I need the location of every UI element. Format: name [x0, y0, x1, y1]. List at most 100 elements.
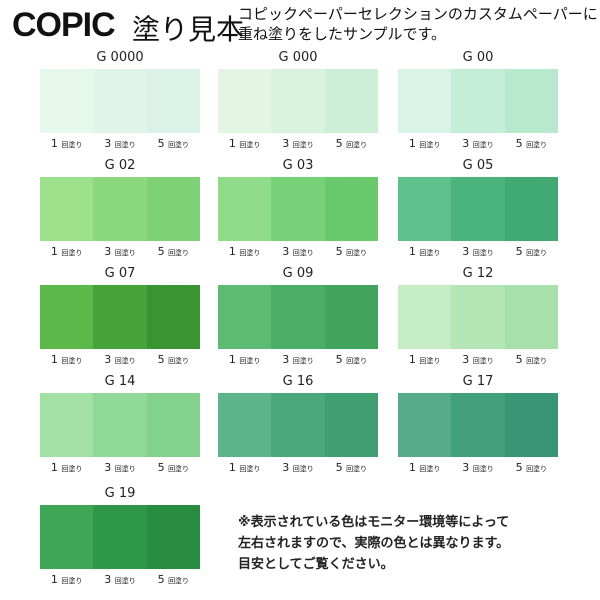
coat-count: 1 — [228, 461, 236, 474]
coat-unit: 回塗り — [61, 577, 83, 585]
coat-unit: 回塗り — [61, 249, 83, 257]
coat-label: 3 回塗り — [451, 353, 504, 366]
note-line: ※表示されている色はモニター環境等によって — [238, 515, 510, 530]
coat-count: 3 — [282, 137, 290, 150]
coat-label: 3 回塗り — [93, 353, 146, 366]
coat-unit: 回塗り — [526, 357, 548, 365]
coat-count: 3 — [282, 353, 290, 366]
swatch-card: G 00 1 回塗り 3 回塗り 5 回塗り — [398, 50, 558, 150]
coat-sample — [504, 285, 558, 349]
coat-sample — [146, 69, 200, 133]
coat-label: 5 回塗り — [505, 461, 558, 474]
coat-label: 5 回塗り — [505, 245, 558, 258]
coat-sample — [40, 505, 94, 569]
color-swatch — [40, 285, 200, 349]
coat-label: 1 回塗り — [218, 353, 271, 366]
color-swatch — [218, 393, 378, 457]
coat-unit: 回塗り — [114, 577, 136, 585]
coat-labels: 1 回塗り 3 回塗り 5 回塗り — [40, 245, 200, 258]
coat-label: 1 回塗り — [218, 137, 271, 150]
coat-labels: 1 回塗り 3 回塗り 5 回塗り — [40, 461, 200, 474]
coat-count: 5 — [335, 461, 343, 474]
coat-count: 1 — [228, 353, 236, 366]
coat-count: 3 — [104, 245, 112, 258]
color-swatch — [398, 177, 558, 241]
coat-label: 3 回塗り — [451, 137, 504, 150]
coat-count: 3 — [462, 461, 470, 474]
coat-sample — [451, 177, 505, 241]
note-line: 目安としてご覧ください。 — [238, 557, 394, 572]
coat-unit: 回塗り — [346, 249, 368, 257]
swatch-card: G 09 1 回塗り 3 回塗り 5 回塗り — [218, 266, 378, 366]
coat-count: 3 — [462, 137, 470, 150]
coat-label: 5 回塗り — [325, 353, 378, 366]
coat-sample — [271, 69, 325, 133]
color-code: G 03 — [282, 158, 314, 173]
coat-unit: 回塗り — [168, 141, 190, 149]
description: コピックペーパーセレクションのカスタムペーパーに 重ね塗りをしたサンプルです。 — [238, 4, 598, 44]
color-swatch — [398, 393, 558, 457]
color-swatch — [218, 69, 378, 133]
coat-count: 5 — [157, 353, 165, 366]
coat-unit: 回塗り — [472, 357, 494, 365]
coat-sample — [218, 393, 272, 457]
color-code: G 09 — [282, 266, 314, 281]
coat-count: 3 — [462, 245, 470, 258]
coat-labels: 1 回塗り 3 回塗り 5 回塗り — [40, 353, 200, 366]
coat-unit: 回塗り — [419, 357, 441, 365]
coat-label: 3 回塗り — [93, 245, 146, 258]
coat-sample — [40, 69, 94, 133]
coat-count: 5 — [335, 245, 343, 258]
color-code: G 02 — [104, 158, 136, 173]
coat-label: 3 回塗り — [271, 137, 324, 150]
coat-unit: 回塗り — [419, 465, 441, 473]
coat-label: 1 回塗り — [398, 137, 451, 150]
coat-unit: 回塗り — [168, 357, 190, 365]
copic-logo: COPIC — [12, 6, 116, 44]
coat-sample — [324, 177, 378, 241]
coat-label: 3 回塗り — [93, 461, 146, 474]
coat-count: 5 — [157, 137, 165, 150]
coat-sample — [218, 69, 272, 133]
coat-sample — [218, 285, 272, 349]
coat-labels: 1 回塗り 3 回塗り 5 回塗り — [398, 461, 558, 474]
coat-label: 5 回塗り — [325, 137, 378, 150]
coat-sample — [40, 285, 94, 349]
coat-count: 3 — [462, 353, 470, 366]
coat-sample — [271, 177, 325, 241]
coat-sample — [271, 285, 325, 349]
coat-label: 3 回塗り — [271, 245, 324, 258]
coat-unit: 回塗り — [526, 249, 548, 257]
coat-count: 3 — [282, 245, 290, 258]
coat-unit: 回塗り — [346, 465, 368, 473]
coat-count: 1 — [408, 461, 416, 474]
coat-labels: 1 回塗り 3 回塗り 5 回塗り — [218, 137, 378, 150]
swatch-card: G 12 1 回塗り 3 回塗り 5 回塗り — [398, 266, 558, 366]
coat-label: 1 回塗り — [218, 461, 271, 474]
coat-unit: 回塗り — [292, 357, 314, 365]
color-swatch — [218, 285, 378, 349]
coat-sample — [146, 177, 200, 241]
color-swatch — [398, 285, 558, 349]
color-code: G 14 — [104, 374, 136, 389]
coat-sample — [218, 177, 272, 241]
coat-count: 5 — [335, 137, 343, 150]
coat-count: 1 — [50, 353, 58, 366]
coat-sample — [93, 285, 147, 349]
coat-unit: 回塗り — [114, 249, 136, 257]
coat-label: 1 回塗り — [398, 353, 451, 366]
coat-sample — [504, 393, 558, 457]
coat-unit: 回塗り — [292, 141, 314, 149]
coat-count: 5 — [157, 245, 165, 258]
coat-label: 3 回塗り — [451, 245, 504, 258]
color-code: G 05 — [462, 158, 494, 173]
color-code: G 19 — [104, 486, 136, 501]
coat-sample — [271, 393, 325, 457]
coat-count: 3 — [104, 353, 112, 366]
coat-count: 1 — [408, 245, 416, 258]
coat-unit: 回塗り — [168, 577, 190, 585]
coat-unit: 回塗り — [239, 357, 261, 365]
coat-sample — [398, 177, 452, 241]
swatch-card: G 16 1 回塗り 3 回塗り 5 回塗り — [218, 374, 378, 474]
coat-unit: 回塗り — [114, 141, 136, 149]
